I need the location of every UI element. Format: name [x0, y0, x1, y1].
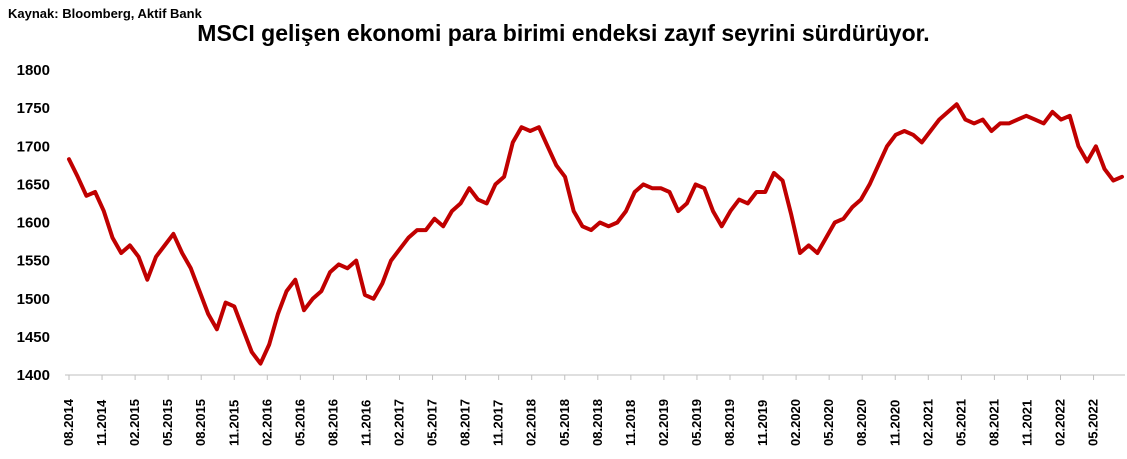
x-tick-label: 11.2020 — [887, 400, 902, 446]
x-tick-label: 05.2016 — [292, 399, 307, 446]
x-tick-label: 02.2015 — [127, 399, 142, 446]
x-tick-label: 11.2015 — [226, 400, 241, 446]
y-tick-label: 1650 — [17, 176, 50, 193]
x-tick-label: 11.2017 — [491, 400, 506, 446]
x-tick-label: 02.2019 — [656, 399, 671, 446]
y-tick-label: 1700 — [17, 138, 50, 155]
x-tick-label: 02.2020 — [788, 399, 803, 446]
y-tick-label: 1400 — [17, 367, 50, 384]
x-tick-label: 11.2018 — [623, 400, 638, 446]
x-tick-label: 11.2014 — [94, 399, 109, 446]
y-tick-label: 1600 — [17, 215, 50, 232]
x-tick-label: 05.2019 — [689, 399, 704, 446]
x-axis: 08.2014 11.2014 02.2015 05.2015 08.2015 11.20… — [61, 374, 1125, 446]
y-tick-label: 1500 — [17, 291, 50, 308]
x-tick-label: 08.2021 — [986, 399, 1001, 446]
x-tick-label: 02.2018 — [524, 399, 539, 446]
y-axis: 1400 1450 1500 1550 1600 1650 1700 1750 1800 — [17, 62, 50, 384]
x-tick-label: 11.2016 — [358, 400, 373, 446]
y-tick-label: 1800 — [17, 62, 50, 79]
x-tick-label: 02.2021 — [920, 399, 935, 446]
x-tick-label: 02.2022 — [1053, 399, 1068, 446]
x-tick-label: 08.2019 — [722, 399, 737, 446]
x-tick-label: 05.2015 — [160, 399, 175, 446]
x-tick-label: 08.2015 — [193, 399, 208, 446]
x-tick-label: 08.2017 — [458, 399, 473, 446]
x-tick-label: 11.2021 — [1019, 400, 1034, 446]
x-tick-label: 08.2020 — [854, 399, 869, 446]
x-tick-label: 11.2019 — [755, 400, 770, 446]
x-tick-label: 08.2014 — [61, 398, 76, 446]
source-note: Kaynak: Bloomberg, Aktif Bank — [8, 6, 202, 21]
x-tick-label: 05.2021 — [953, 399, 968, 446]
x-tick-label: 02.2016 — [259, 399, 274, 446]
x-tick-label: 05.2018 — [557, 399, 572, 446]
x-tick-label: 05.2017 — [425, 399, 440, 446]
y-tick-label: 1550 — [17, 253, 50, 270]
x-tick-label: 02.2017 — [392, 399, 407, 446]
series-line — [67, 102, 1124, 366]
x-tick-label: 08.2016 — [325, 399, 340, 446]
y-tick-label: 1750 — [17, 100, 50, 117]
x-tick-label: 08.2018 — [590, 399, 605, 446]
x-tick-label: 05.2020 — [821, 399, 836, 446]
x-tick-label: 05.2022 — [1086, 399, 1101, 446]
plot-area — [67, 102, 1124, 366]
chart-title: MSCI gelişen ekonomi para birimi endeksi… — [197, 20, 930, 46]
y-tick-label: 1450 — [17, 329, 50, 346]
